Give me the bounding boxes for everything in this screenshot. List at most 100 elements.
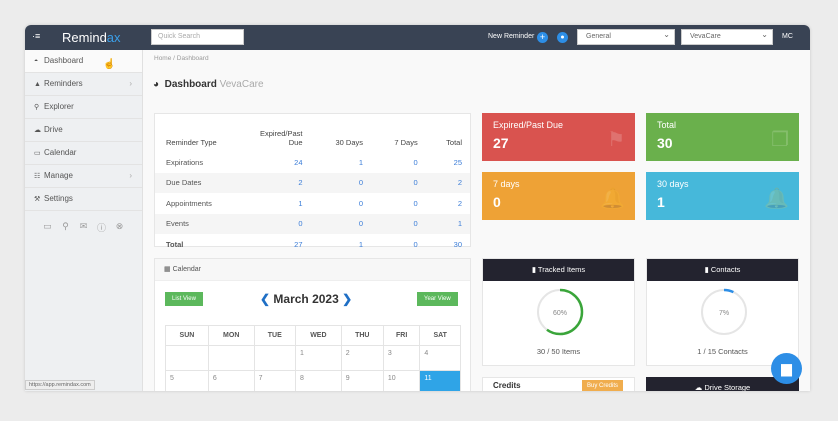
- top-bar: ·≡ Remindax Quick Search New Reminder + …: [25, 25, 810, 50]
- count-link[interactable]: 0: [371, 172, 426, 193]
- calendar-day[interactable]: 4: [419, 345, 461, 371]
- calendar-grid: SUN MON TUE WED THU FRI SAT 1 2 3 4 5 6 7 8 9 10 11: [165, 325, 461, 391]
- count-link[interactable]: 25: [453, 157, 462, 167]
- app-window: ·≡ Remindax Quick Search New Reminder + …: [25, 25, 810, 391]
- contacts-card: ▮ Contacts 7% 1 / 15 Contacts: [646, 258, 799, 366]
- count-link[interactable]: 0: [251, 213, 311, 234]
- sidebar-item-manage[interactable]: ☷ Manage ›: [25, 165, 142, 188]
- stat-tile[interactable]: Expired/Past Due 27 ⚑: [482, 113, 635, 161]
- calendar-day[interactable]: 7: [253, 370, 297, 391]
- calendar-day[interactable]: 5: [165, 370, 209, 391]
- close-circle-icon[interactable]: ⊗: [115, 221, 124, 231]
- count-link[interactable]: 1: [358, 239, 363, 249]
- calendar-day[interactable]: [165, 345, 209, 371]
- info-icon[interactable]: ⓘ: [96, 223, 106, 233]
- calendar-day[interactable]: [207, 345, 255, 371]
- table-row: Appointments 1 0 0 2: [155, 193, 470, 214]
- stat-tile[interactable]: 30 days 1 🔔: [646, 172, 799, 220]
- menu-toggle-icon[interactable]: ·≡: [32, 31, 41, 41]
- file-icon: ▮: [531, 265, 536, 274]
- user-menu[interactable]: MC: [782, 33, 793, 40]
- tracked-items-progress-ring: 60%: [536, 288, 584, 336]
- count-link[interactable]: 0: [310, 172, 371, 193]
- weekday-header: SAT: [419, 325, 461, 346]
- reminder-summary-table: Reminder Type Expired/Past Due 30 Days 7 Da…: [154, 113, 471, 249]
- sidebar-item-dashboard[interactable]: ◓ Dashboard ☝: [25, 50, 142, 73]
- tile-icon: 🔔: [600, 188, 625, 210]
- stat-tile[interactable]: Total 30 ❐: [646, 113, 799, 161]
- calendar-day[interactable]: 8: [295, 370, 342, 391]
- count-link[interactable]: 1: [298, 198, 303, 208]
- notification-bell-icon[interactable]: ●: [557, 32, 568, 43]
- buy-credits-button[interactable]: Buy Credits: [582, 380, 624, 391]
- calendar-day[interactable]: 2: [340, 345, 384, 371]
- chat-icon: ▆: [781, 360, 792, 376]
- weekday-header: WED: [295, 325, 342, 346]
- sidebar-item-reminders[interactable]: ▲ Reminders ›: [25, 73, 142, 96]
- row-label: Due Dates: [155, 172, 252, 193]
- svg-text:7%: 7%: [719, 310, 729, 317]
- quick-search-input[interactable]: Quick Search: [151, 29, 244, 45]
- search-icon[interactable]: ⚲: [62, 221, 69, 231]
- sidebar-item-explorer[interactable]: ⚲ Explorer: [25, 96, 142, 119]
- count-link[interactable]: 0: [413, 239, 418, 249]
- list-view-button[interactable]: List View: [165, 292, 203, 306]
- calendar-icon: ▭: [34, 150, 41, 157]
- briefcase-icon[interactable]: ▭: [43, 221, 52, 231]
- sidebar-item-settings[interactable]: ⚒ Settings: [25, 188, 142, 211]
- svg-text:60%: 60%: [553, 310, 567, 317]
- sidebar-item-calendar[interactable]: ▭ Calendar: [25, 142, 142, 165]
- chat-widget-button[interactable]: ▆: [771, 353, 802, 384]
- count-link[interactable]: 0: [413, 198, 418, 208]
- count-link[interactable]: 0: [310, 213, 371, 234]
- contacts-progress-ring: 7%: [700, 288, 748, 336]
- count-link[interactable]: 2: [251, 172, 311, 193]
- logo[interactable]: Remindax: [62, 30, 121, 45]
- new-reminder-label[interactable]: New Reminder: [488, 33, 535, 40]
- dashboard-icon: ◕: [153, 79, 160, 90]
- calendar-day[interactable]: 1: [295, 345, 342, 371]
- tile-icon: ⚑: [607, 129, 625, 151]
- count-link[interactable]: 1: [425, 213, 470, 234]
- stat-tile[interactable]: 7 days 0 🔔: [482, 172, 635, 220]
- calendar-day[interactable]: [253, 345, 297, 371]
- breadcrumb-home[interactable]: Home: [154, 55, 172, 62]
- calendar-icon: ▦: [164, 266, 171, 273]
- calendar-month-title: March 2023: [273, 292, 339, 306]
- calendar-day[interactable]: 6: [207, 370, 255, 391]
- organization-select[interactable]: VevaCare: [681, 29, 773, 45]
- tile-icon: ❐: [771, 129, 789, 151]
- next-month-icon[interactable]: ❯: [342, 292, 353, 306]
- count-link[interactable]: 27: [294, 239, 303, 249]
- drive-storage-card: ☁ Drive Storage: [646, 377, 799, 391]
- sidebar-item-drive[interactable]: ☁ Drive: [25, 119, 142, 142]
- category-select[interactable]: General: [577, 29, 675, 45]
- breadcrumb: Home / Dashboard: [154, 55, 209, 62]
- calendar-day[interactable]: 3: [382, 345, 421, 371]
- year-view-button[interactable]: Year View: [417, 292, 458, 306]
- cloud-icon: ☁: [694, 383, 703, 391]
- count-link[interactable]: 1: [358, 157, 363, 167]
- plus-icon[interactable]: +: [537, 32, 548, 43]
- table-row: Total 27 1 0 30: [155, 234, 470, 255]
- tile-icon: 🔔: [764, 188, 789, 210]
- calendar-day[interactable]: 11: [419, 370, 461, 391]
- weekday-header: FRI: [382, 325, 421, 346]
- count-link[interactable]: 0: [371, 213, 426, 234]
- count-link[interactable]: 24: [294, 157, 303, 167]
- count-link[interactable]: 30: [453, 239, 462, 249]
- sidebar-quick-icons: ▭ ⚲ ✉ ⓘ ⊗: [25, 211, 142, 244]
- count-link[interactable]: 2: [425, 172, 470, 193]
- tracked-items-caption: 30 / 50 Items: [536, 347, 581, 356]
- dashboard-icon: ◓: [34, 58, 39, 65]
- count-link[interactable]: 0: [413, 157, 418, 167]
- cloud-icon: ☁: [34, 127, 41, 134]
- count-link[interactable]: 2: [457, 198, 462, 208]
- weekday-header: SUN: [165, 325, 209, 346]
- mail-icon[interactable]: ✉: [79, 221, 88, 231]
- calendar-day[interactable]: 9: [340, 370, 384, 391]
- prev-month-icon[interactable]: ❮: [260, 292, 271, 306]
- count-link[interactable]: 0: [358, 198, 363, 208]
- calendar-day[interactable]: 10: [382, 370, 421, 391]
- calendar-panel: ▦ Calendar List View Year View ❮ March 2…: [154, 258, 471, 391]
